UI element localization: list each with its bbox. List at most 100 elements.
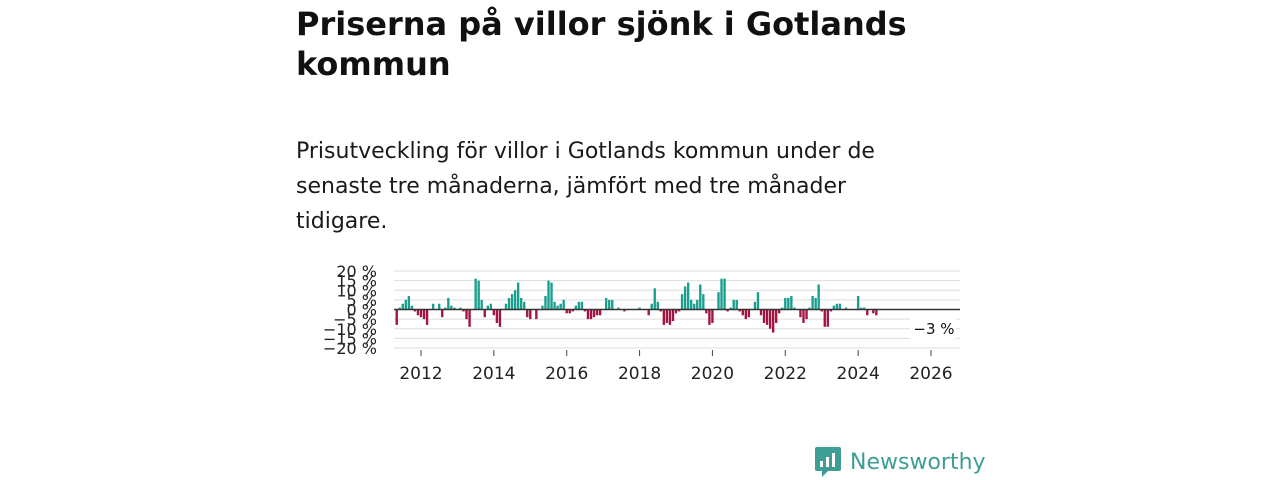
bar <box>689 299 693 310</box>
bar <box>665 309 669 323</box>
bar <box>504 303 508 310</box>
x-tick-label: 2018 <box>618 364 661 384</box>
bar <box>574 305 578 310</box>
bar <box>498 309 502 327</box>
bar <box>702 294 705 310</box>
y-tick-label: 5 % <box>347 291 377 310</box>
x-tick-label: 2012 <box>399 364 442 384</box>
bar <box>535 309 538 320</box>
y-tick-label: 20 % <box>336 262 377 281</box>
bar <box>732 299 735 310</box>
bar <box>413 309 417 312</box>
bar <box>459 307 462 310</box>
bar <box>465 309 468 320</box>
bar <box>680 294 684 310</box>
bar <box>492 309 496 316</box>
bar <box>808 307 811 310</box>
bar <box>835 303 839 310</box>
bar <box>677 309 681 312</box>
bar <box>674 309 678 314</box>
x-tick-label: 2024 <box>837 364 880 384</box>
bar <box>507 297 511 310</box>
chart-title: Priserna på villor sjönk i Gotlands komm… <box>296 5 907 83</box>
y-tick-label: −20 % <box>323 339 377 358</box>
bar <box>617 307 620 310</box>
bar <box>671 309 675 322</box>
annotations: −3 % <box>910 318 956 340</box>
chart-subtitle: Prisutveckling för villor i Gotlands kom… <box>296 139 875 234</box>
x-tick-label: 2014 <box>472 364 515 384</box>
bar <box>595 309 599 316</box>
bar <box>580 301 584 310</box>
bar <box>863 307 866 310</box>
bar <box>577 301 581 310</box>
bar <box>410 305 414 310</box>
bar <box>395 309 398 325</box>
bar <box>638 307 641 310</box>
bar <box>571 309 574 312</box>
bar <box>623 309 626 312</box>
bar <box>756 292 760 310</box>
last-value-bg <box>910 318 956 340</box>
bar <box>486 305 489 310</box>
bar <box>662 309 666 325</box>
y-tick-label: −10 % <box>323 320 377 339</box>
bar <box>453 307 456 310</box>
bar <box>844 307 848 310</box>
bar <box>419 309 423 318</box>
bar <box>872 309 875 314</box>
bar <box>519 297 523 310</box>
bar <box>787 297 790 310</box>
bar <box>790 296 793 310</box>
y-tick-label: 0 % <box>347 301 377 320</box>
bar <box>720 278 723 310</box>
bar <box>747 309 751 318</box>
bar <box>711 309 714 323</box>
bar <box>768 309 772 329</box>
bar <box>781 307 784 310</box>
y-axis-ticks: 20 %15 %10 %5 %0 %−5 %−10 %−15 %−20 % <box>323 262 377 358</box>
bar <box>656 301 659 310</box>
bar <box>589 309 593 320</box>
bar <box>489 303 493 310</box>
bar <box>604 297 608 310</box>
bar <box>583 309 587 312</box>
bar <box>468 309 471 327</box>
brand-logo[interactable]: Newsworthy <box>814 444 986 480</box>
bar <box>611 299 614 310</box>
bar <box>875 309 878 316</box>
bar <box>823 309 826 327</box>
x-tick-label: 2016 <box>545 364 588 384</box>
bar-chart: 20 %15 %10 %5 %0 %−5 %−10 %−15 %−20 % 20… <box>323 262 960 384</box>
bar <box>859 307 863 310</box>
bar <box>516 282 520 310</box>
bar <box>523 301 526 310</box>
bar <box>784 297 787 310</box>
bar <box>422 309 426 320</box>
bar <box>832 305 836 310</box>
bar <box>526 309 529 318</box>
bar <box>799 309 802 318</box>
bar <box>659 309 663 312</box>
bar <box>404 299 408 310</box>
x-axis-ticks: 2012 2014 2016 2018 2020 2022 2024 2026 <box>399 350 953 384</box>
bar <box>529 309 532 320</box>
bar <box>565 309 568 314</box>
bar <box>729 307 732 310</box>
bar <box>562 299 565 310</box>
bar <box>608 299 611 310</box>
bar <box>513 290 517 310</box>
bar <box>744 309 748 320</box>
bar <box>495 309 499 323</box>
bar <box>431 303 435 310</box>
y-tick-label: −5 % <box>333 310 377 329</box>
bar <box>814 297 817 310</box>
bar <box>793 307 796 310</box>
bar <box>556 305 559 310</box>
x-tick-label: 2026 <box>909 364 952 384</box>
bar <box>650 303 653 310</box>
bar <box>717 292 720 310</box>
bar <box>699 284 702 310</box>
bar <box>547 280 550 310</box>
bar <box>683 286 687 310</box>
